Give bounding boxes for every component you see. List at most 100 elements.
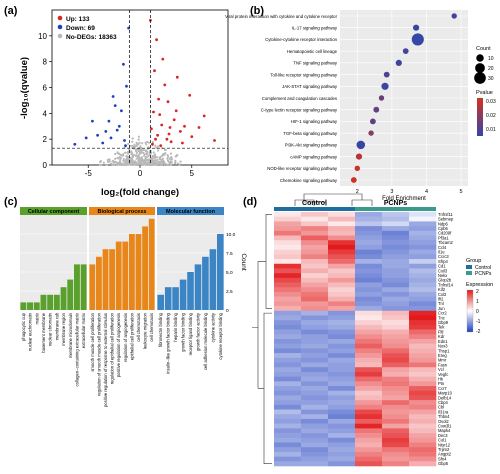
heatmap-cell xyxy=(328,461,356,467)
heatmap-cell xyxy=(355,291,383,297)
heatmap-cell xyxy=(301,268,329,274)
heatmap-cell xyxy=(328,277,356,283)
heatmap-cell xyxy=(355,414,383,420)
go-bar xyxy=(164,287,172,310)
row-label: Sebmep xyxy=(438,217,454,222)
no-deg-point xyxy=(141,163,144,166)
up-point xyxy=(159,144,163,148)
go-term-label: cytokine activity xyxy=(210,312,215,342)
x-tick-label: 5 xyxy=(460,189,463,195)
row-label: Cxw3l1 xyxy=(438,424,452,429)
heatmap-cell xyxy=(409,291,437,297)
expression-tick-label: -2 xyxy=(476,329,481,335)
dendrogram-branch xyxy=(252,214,272,464)
up-point xyxy=(174,109,178,113)
heatmap-cell xyxy=(409,287,437,293)
heatmap-cell xyxy=(274,451,302,457)
no-deg-point xyxy=(131,146,134,149)
heatmap-cell xyxy=(328,418,356,424)
row-label: Cbp4 xyxy=(438,400,449,405)
no-deg-point xyxy=(159,158,162,161)
row-label: Ccr7 xyxy=(438,386,447,391)
y-tick-label: 7.5 xyxy=(226,251,233,257)
row-label: Vcl xyxy=(438,367,444,372)
volcano-plot: -5 0 5 0 2 4 6 8 10 Up: 133 Down: 69 No-DEGs: 1836… xyxy=(19,9,229,198)
heatmap-cell xyxy=(409,390,437,396)
go-bar xyxy=(202,256,209,310)
heatmap-cell xyxy=(301,367,329,373)
heatmap-cell xyxy=(355,404,383,410)
no-deg-point xyxy=(169,152,173,155)
pathway-point xyxy=(378,95,385,101)
heatmap-cell xyxy=(355,400,383,406)
no-deg-point xyxy=(144,157,147,160)
heatmap-cell xyxy=(409,268,437,274)
no-deg-point xyxy=(131,158,134,161)
heatmap-cell xyxy=(328,353,356,359)
go-bar xyxy=(142,226,148,310)
row-label: Kif2 xyxy=(438,287,446,292)
heatmap-cell xyxy=(355,339,383,344)
heatmap-cell xyxy=(301,212,329,217)
heatmap: Control PCNPs Tnfrsf11SebmepNdp6Cpb6Cd209… xyxy=(252,193,493,467)
row-label: Ccl4 xyxy=(438,245,447,250)
no-deg-point xyxy=(169,163,172,166)
heatmap-cell xyxy=(274,249,302,255)
no-deg-point xyxy=(146,140,149,143)
heatmap-cell xyxy=(328,371,356,377)
heatmap-cell xyxy=(274,291,302,297)
heatmap-cell xyxy=(355,212,383,217)
column-annotation: Control PCNPs xyxy=(274,200,436,211)
control-group-label: Control xyxy=(302,200,327,207)
heatmap-cell xyxy=(274,235,302,241)
heatmap-cell xyxy=(274,216,302,222)
go-term-label: regulation of epithelial cell proliferat… xyxy=(110,312,115,384)
heatmap-cell xyxy=(382,362,410,368)
heatmap-cell xyxy=(409,461,437,467)
no-deg-point xyxy=(142,159,145,163)
column-dendrogram xyxy=(294,193,373,206)
no-deg-point xyxy=(118,160,122,163)
no-deg-point xyxy=(179,160,182,163)
heatmap-cell xyxy=(328,400,356,406)
go-term-label: receptor ligand binding xyxy=(188,312,193,355)
heatmap-cell xyxy=(301,418,329,424)
go-bar xyxy=(129,234,135,310)
go-bar xyxy=(67,279,74,310)
up-point xyxy=(160,123,164,127)
row-label: Kdr xyxy=(438,334,445,339)
go-bar xyxy=(89,264,96,310)
volcano-legend: Up: 133 Down: 69 No-DEGs: 18363 xyxy=(57,15,117,41)
no-deg-point xyxy=(119,153,122,156)
heatmap-cell xyxy=(409,254,437,260)
heatmap-cell xyxy=(328,230,356,236)
heatmap-cell xyxy=(355,216,383,222)
row-label: Tek xyxy=(438,325,445,330)
heatmap-cell xyxy=(301,376,329,382)
no-deg-point xyxy=(164,162,167,165)
legend-label: Down: 69 xyxy=(66,25,95,32)
no-deg-point xyxy=(133,145,137,148)
heatmap-cell xyxy=(328,320,356,326)
group-strip-label: Cellular component xyxy=(28,209,80,215)
heatmap-cell xyxy=(301,221,329,227)
no-deg-point xyxy=(156,159,159,162)
heatmap-cell xyxy=(274,414,302,420)
no-deg-point xyxy=(116,151,119,154)
no-deg-point xyxy=(105,163,108,166)
no-deg-point xyxy=(155,146,158,149)
pathway-label: PI3K-Akt signaling pathway xyxy=(285,143,338,148)
group-strip-label: Biological process xyxy=(98,209,147,215)
heatmap-cell xyxy=(355,357,383,363)
heatmap-cell xyxy=(382,221,410,227)
heatmap-cell xyxy=(274,381,302,387)
y-tick-label: 8 xyxy=(43,58,48,67)
no-deg-point xyxy=(145,153,148,156)
heatmap-cell xyxy=(355,273,383,279)
heatmap-cell xyxy=(328,240,356,246)
heatmap-cell xyxy=(274,259,302,265)
heatmap-cell xyxy=(355,277,383,283)
heatmap-cell xyxy=(301,291,329,297)
no-deg-point xyxy=(140,151,143,154)
heatmap-cell xyxy=(355,221,383,227)
